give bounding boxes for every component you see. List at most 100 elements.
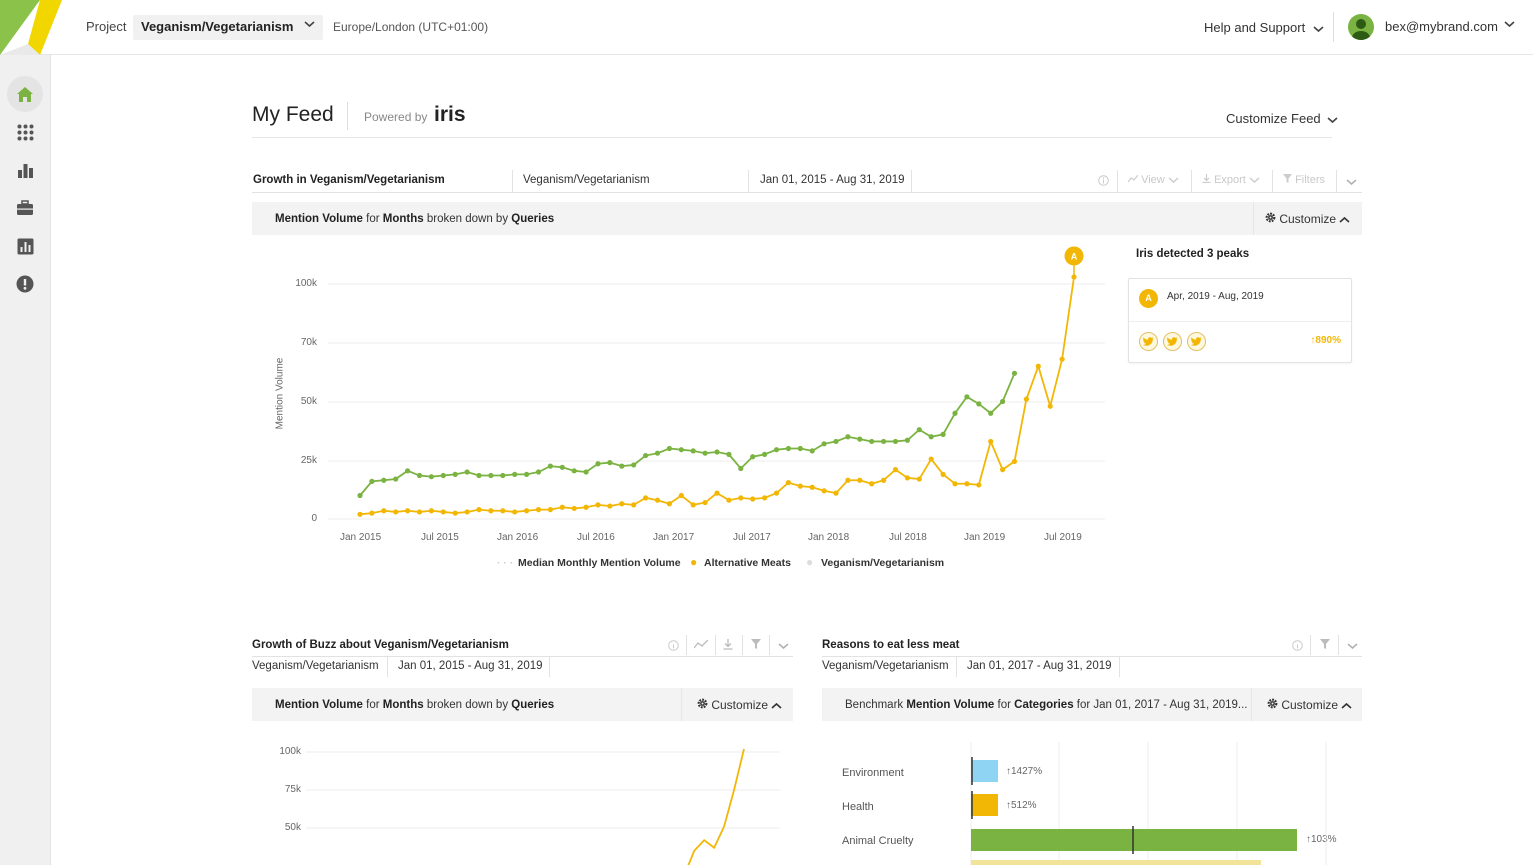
bar [971,794,998,816]
data-point [488,472,494,479]
data-point [762,495,768,501]
data-point [524,471,530,477]
sidebar-item-reports[interactable] [7,228,43,264]
sidebar-item-alerts[interactable] [7,266,43,302]
customize-button[interactable]: Customize [697,698,782,712]
twitter-icon[interactable] [1163,332,1182,351]
data-point [904,475,911,481]
data-point [678,447,684,453]
data-point [381,508,387,514]
y-tick-label: 100k [295,278,317,289]
chevron-down-icon [1313,25,1324,32]
chevron-up-icon [771,702,782,709]
data-point [381,477,387,483]
data-point [1000,467,1006,473]
page-title: My Feed [252,103,334,126]
data-point [393,476,399,482]
widget-query[interactable]: Veganism/Vegetarianism [822,660,949,672]
divider [1253,202,1254,235]
divider [512,170,513,192]
customize-button[interactable]: Customize [1265,212,1350,226]
widget-query[interactable]: Veganism/Vegetarianism [252,660,379,672]
info-icon[interactable] [668,640,679,651]
sidebar-item-briefcase[interactable] [7,190,43,226]
chevron-down-icon[interactable] [1346,178,1357,186]
widget-title: Growth in Veganism/Vegetarianism [253,174,445,186]
data-point [773,490,780,496]
legend-alternative-meats[interactable]: Alternative Meats [704,557,791,569]
data-point [524,508,530,514]
category-label: Animal Cruelty [842,835,914,847]
brand-logo[interactable] [0,0,62,55]
powered-by-label: Powered by [364,110,428,124]
export-menu[interactable]: Export [1202,174,1260,186]
download-icon[interactable] [723,639,733,650]
y-tick-label: 70k [300,337,317,348]
bar-change-label: ↑1427% [1006,766,1043,777]
data-point [654,497,661,503]
divider [1117,170,1118,192]
bar-change-label: ↑103% [1306,834,1337,845]
data-point [643,495,649,501]
data-point [964,394,970,400]
customize-feed-button[interactable]: Customize Feed [1226,111,1338,126]
x-tick-label: Jan 2018 [808,532,850,543]
chevron-down-icon[interactable] [778,642,789,650]
divider [742,635,743,655]
data-point [512,509,518,515]
y-tick-label: 75k [284,784,301,795]
chevron-down-icon [304,21,315,28]
data-point [881,477,887,483]
divider [252,192,1362,193]
filters-button[interactable]: Filters [1283,174,1325,186]
data-point [559,504,565,510]
data-point [809,484,815,490]
legend-veganism[interactable]: Veganism/Vegetarianism [821,557,945,569]
twitter-icon[interactable] [1139,332,1158,351]
filter-icon[interactable] [751,639,761,649]
customize-button[interactable]: Customize [1267,698,1352,712]
divider [1338,635,1339,655]
bar-chart-icon [17,163,33,178]
divider [1336,170,1337,192]
sidebar-item-home[interactable] [7,76,43,112]
info-icon[interactable] [1292,640,1303,651]
data-point [738,495,744,501]
top-bar: Project Veganism/Vegetarianism Europe/Lo… [0,0,1533,55]
avatar[interactable] [1348,14,1374,40]
data-point [714,490,720,496]
widget-query[interactable]: Veganism/Vegetarianism [523,174,650,186]
widget-date-range[interactable]: Jan 01, 2017 - Aug 31, 2019 [967,660,1112,672]
data-point [785,479,792,486]
project-select[interactable]: Veganism/Vegetarianism [133,15,323,40]
data-point [607,460,613,466]
widget-date-range[interactable]: Jan 01, 2015 - Aug 31, 2019 [760,174,905,186]
chart-description: Benchmark Mention Volume for Categories … [845,699,1248,711]
user-email[interactable]: bex@mybrand.com [1385,19,1498,34]
help-support-menu[interactable]: Help and Support [1204,20,1324,35]
divider [387,657,388,677]
chevron-down-icon[interactable] [1347,642,1358,650]
trend-icon[interactable] [694,640,708,649]
twitter-icon[interactable] [1187,332,1206,351]
sidebar-item-apps[interactable] [7,114,43,150]
bar [971,760,998,782]
data-point [809,448,815,454]
chevron-down-icon[interactable] [1504,20,1515,28]
divider [748,170,749,192]
x-tick-label: Jul 2017 [733,532,771,543]
data-point [702,450,708,456]
legend-dot: ● [690,555,698,569]
filter-icon[interactable] [1320,639,1330,649]
view-menu[interactable]: View [1127,174,1179,186]
widget-title: Reasons to eat less meat [822,639,960,651]
legend-median[interactable]: Median Monthly Mention Volume [518,557,681,569]
header-divider [252,137,1332,138]
sidebar-item-analytics[interactable] [7,152,43,188]
y-tick-label: 50k [284,822,301,833]
divider [1251,688,1252,721]
peak-card[interactable]: A Apr, 2019 - Aug, 2019 ↑890% [1128,278,1352,363]
info-icon[interactable] [1098,175,1109,186]
widget-date-range[interactable]: Jan 01, 2015 - Aug 31, 2019 [398,660,543,672]
